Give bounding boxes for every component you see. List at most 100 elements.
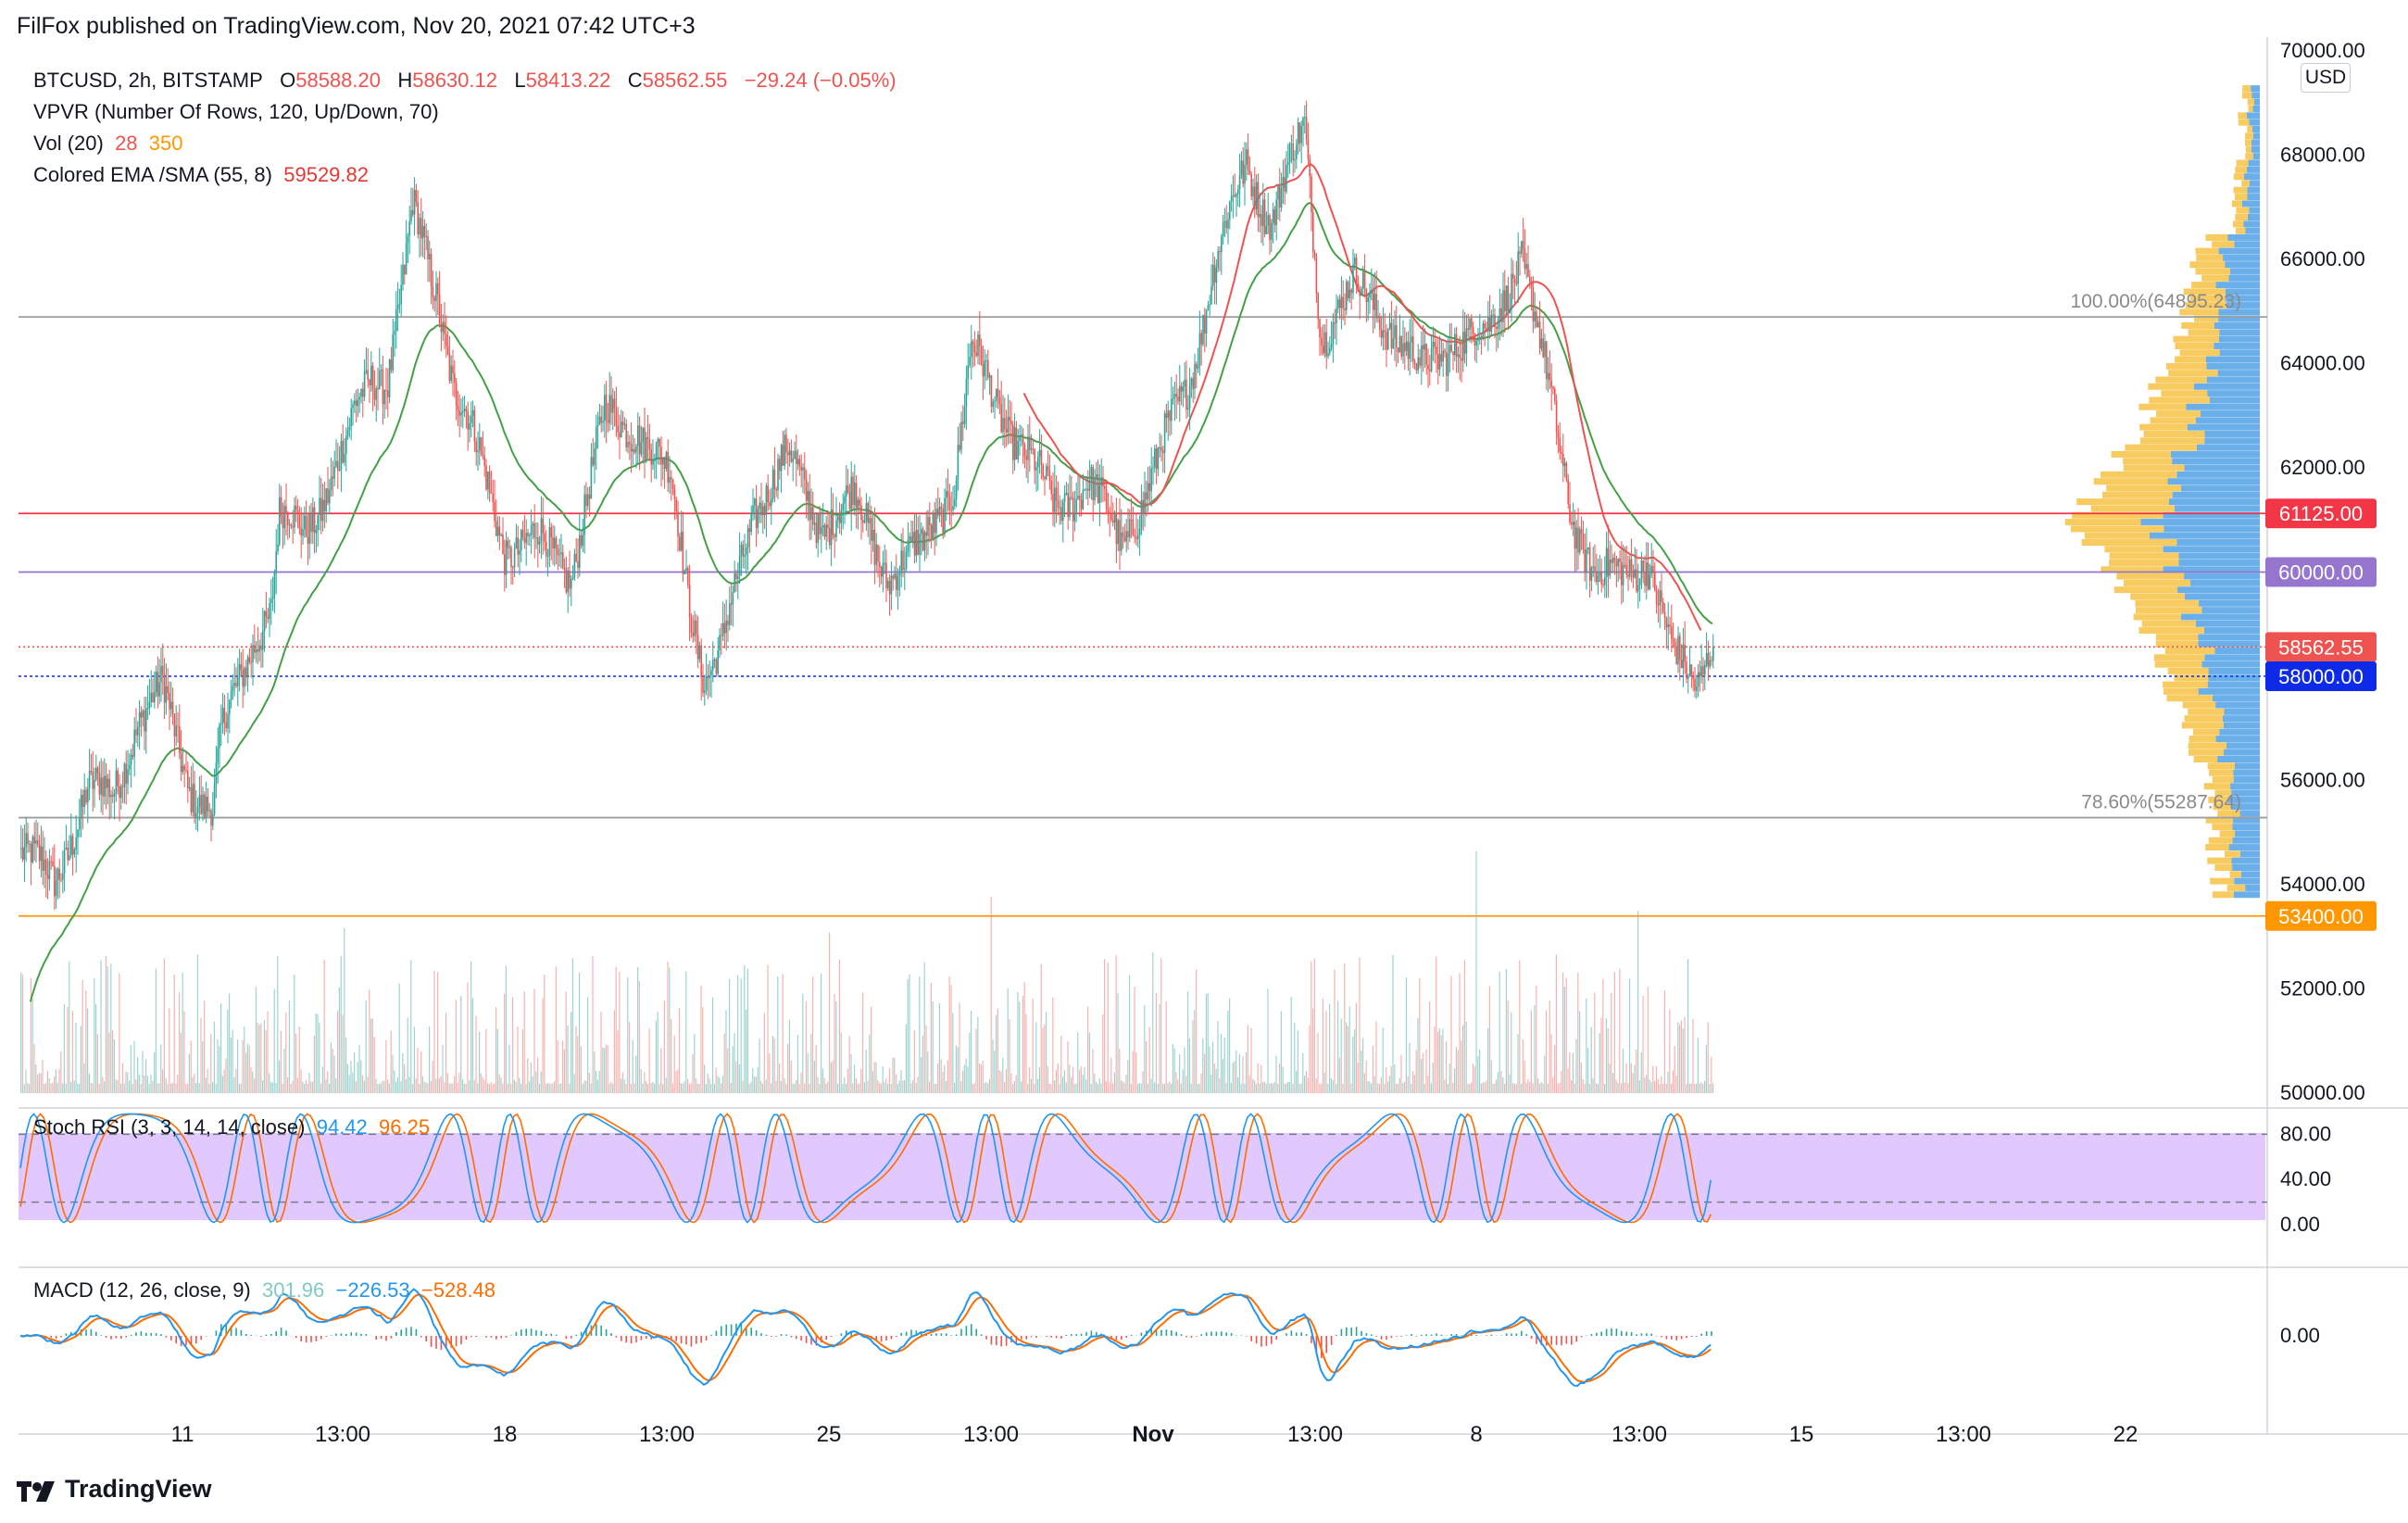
candle-body [1504, 290, 1506, 312]
macd-hist-bar [1096, 1331, 1097, 1336]
volume-bar [1288, 1081, 1290, 1093]
vpvr-up-bar [2215, 736, 2260, 743]
candle-body [871, 518, 872, 541]
volume-bar [1294, 1022, 1296, 1093]
macd-legend[interactable]: MACD (12, 26, close, 9) 301.96 −226.53 −… [33, 1278, 495, 1303]
candle-body [1054, 487, 1056, 512]
candle-body [1209, 304, 1210, 306]
vpvr-down-bar [2212, 824, 2233, 831]
volume-bar [625, 1083, 627, 1093]
candle-body [1562, 453, 1564, 467]
volume-bar [610, 1081, 612, 1093]
volume-bar [1185, 1076, 1187, 1093]
volume-bar [1605, 1018, 1607, 1093]
volume-legend[interactable]: Vol (20) 28 350 [33, 128, 897, 159]
volume-bar [950, 985, 952, 1093]
candle-body [1559, 437, 1561, 452]
volume-bar [1088, 1032, 1090, 1093]
candle-body [1152, 467, 1154, 469]
macd-hist-bar [985, 1336, 987, 1340]
candle-body [1629, 559, 1631, 577]
candle-body [129, 764, 131, 770]
candle-body [521, 529, 524, 538]
candle-body [1092, 467, 1094, 500]
candle-body [794, 450, 796, 459]
volume-bar [344, 927, 345, 1093]
volume-bar [1687, 959, 1689, 1093]
vpvr-up-bar [2163, 525, 2260, 533]
candle-body [1396, 324, 1398, 348]
candle-body [738, 555, 741, 576]
volume-bar [1577, 972, 1579, 1093]
price-tick: 68000.00 [2280, 144, 2365, 167]
macd-hist-bar [910, 1329, 912, 1336]
volume-bar [1624, 1082, 1625, 1093]
candle-body [115, 770, 118, 793]
vpvr-legend[interactable]: VPVR (Number Of Rows, 120, Up/Down, 70) [33, 96, 897, 128]
stoch-rsi-legend[interactable]: Stoch RSI (3, 3, 14, 14, close) 94.42 96… [33, 1115, 430, 1139]
vpvr-down-bar [2070, 525, 2164, 533]
candle-body [70, 836, 72, 856]
volume-bar [240, 1083, 242, 1093]
vpvr-down-bar [2135, 607, 2202, 614]
candle-body [612, 398, 614, 413]
candle-body [71, 836, 74, 855]
vpvr-up-bar [2223, 254, 2260, 261]
vpvr-up-bar [2200, 410, 2260, 418]
candle-body [912, 532, 914, 542]
volume-bar [1227, 1011, 1229, 1093]
volume-bar [667, 961, 669, 1093]
currency-badge[interactable]: USD [2301, 63, 2351, 93]
candle-body [1540, 338, 1543, 349]
volume-bar [707, 1073, 709, 1093]
volume-bar [217, 1038, 219, 1093]
vpvr-down-bar [2184, 715, 2223, 723]
vpvr-down-bar [2245, 153, 2253, 160]
candle-body [1657, 603, 1660, 606]
volume-bar [1097, 1083, 1098, 1093]
candle-body [1173, 394, 1176, 398]
volume-bar [1571, 1080, 1573, 1093]
vpvr-up-bar [2180, 613, 2260, 621]
tradingview-brand[interactable]: TradingView [17, 1475, 212, 1504]
candle-body [273, 571, 276, 598]
volume-bar [1475, 850, 1477, 1093]
volume-bar [746, 968, 748, 1093]
candle-body [317, 515, 319, 530]
volume-bar [1452, 1082, 1454, 1093]
candle-body [194, 784, 195, 817]
candle-body [1194, 363, 1196, 389]
candle-body [1350, 289, 1352, 294]
candle-body [512, 567, 514, 569]
candle-body [1159, 447, 1160, 448]
ema-legend[interactable]: Colored EMA /SMA (55, 8) 59529.82 [33, 159, 897, 191]
candle-body [1502, 290, 1504, 322]
volume-bar [1390, 1065, 1392, 1093]
candle-body [1397, 347, 1399, 353]
candle-body [1000, 404, 1002, 433]
volume-bar [1334, 969, 1336, 1093]
candle-body [146, 708, 149, 710]
volume-bar [1447, 1083, 1449, 1093]
volume-bar [1382, 1027, 1384, 1093]
volume-bar [1079, 1069, 1081, 1093]
volume-bar [713, 1083, 715, 1093]
volume-bar [1244, 1083, 1246, 1093]
candle-body [1313, 252, 1316, 257]
vpvr-down-bar [2175, 356, 2206, 363]
candle-body [1584, 548, 1586, 573]
volume-bar [1179, 1054, 1181, 1093]
symbol-label[interactable]: BTCUSD, 2h, BITSTAMP [33, 69, 263, 92]
volume-bar [52, 1082, 54, 1093]
candle-body [133, 729, 135, 757]
volume-bar [962, 1070, 964, 1093]
candle-body [1071, 497, 1072, 498]
candle-body [621, 422, 624, 425]
vpvr-down-bar [2189, 295, 2226, 302]
volume-bar [1596, 1083, 1598, 1093]
vpvr-down-bar [2188, 329, 2220, 336]
volume-bar [320, 1083, 322, 1093]
volume-bar [519, 1077, 520, 1093]
candle-body [157, 672, 159, 697]
